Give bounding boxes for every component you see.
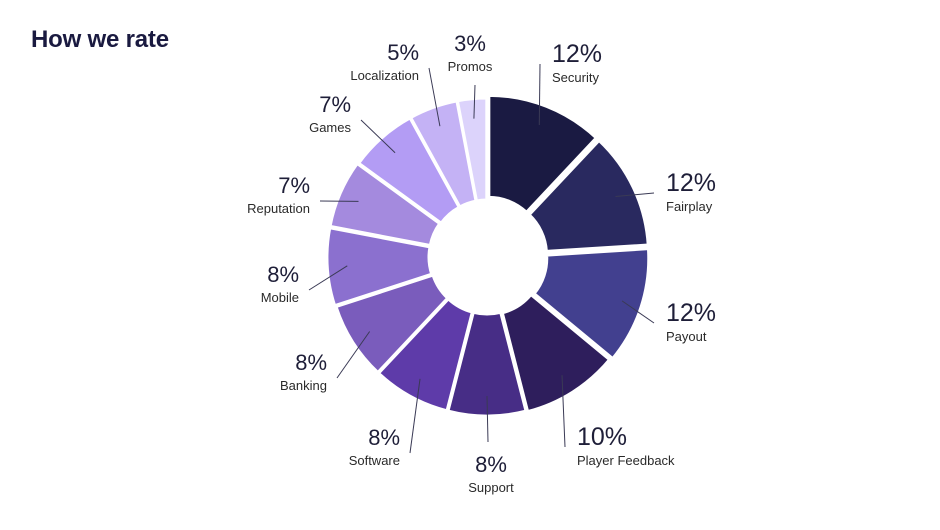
leader-line-promos [473, 84, 476, 119]
pct-label-player-feedback: 10% [577, 423, 627, 451]
labels-layer: 12% Security 12% Fairplay 12% Payout 10% Player… [247, 31, 716, 495]
category-label-games: Games [309, 120, 351, 135]
category-label-player-feedback: Player Feedback [577, 453, 675, 468]
pct-label-banking: 8% [295, 350, 327, 375]
pct-label-reputation: 7% [278, 173, 310, 198]
pct-label-support: 8% [475, 452, 507, 477]
slice-payout [532, 247, 651, 361]
leader-line-fairplay [615, 192, 655, 198]
leader-line-games [360, 119, 396, 154]
pct-label-localization: 5% [387, 40, 419, 65]
leader-line-player-feedback [561, 375, 566, 448]
pct-label-security: 12% [552, 40, 602, 68]
category-label-promos: Promos [448, 59, 493, 74]
leader-line-security [538, 63, 541, 125]
leader-line-software [409, 378, 421, 454]
slice-security [487, 93, 598, 214]
slice-promos [455, 96, 489, 203]
leader-line-support [486, 395, 489, 443]
leader-line-mobile [308, 265, 348, 291]
slice-fairplay [527, 138, 650, 253]
category-label-support: Support [468, 480, 514, 495]
category-label-banking: Banking [280, 378, 327, 393]
pct-label-mobile: 8% [267, 262, 299, 287]
page-title: How we rate [31, 26, 169, 53]
category-label-fairplay: Fairplay [666, 199, 713, 214]
pct-label-software: 8% [368, 425, 400, 450]
category-label-security: Security [552, 70, 599, 85]
slices-layer [325, 93, 651, 418]
leader-line-localization [428, 67, 441, 127]
category-label-localization: Localization [350, 68, 419, 83]
slice-player-feedback [500, 293, 612, 414]
leader-line-banking [336, 331, 371, 379]
category-label-payout: Payout [666, 329, 707, 344]
category-label-reputation: Reputation [247, 201, 310, 216]
pct-label-payout: 12% [666, 299, 716, 327]
leader-lines-layer [308, 63, 655, 454]
pct-label-fairplay: 12% [666, 169, 716, 197]
category-label-mobile: Mobile [261, 290, 299, 305]
leader-line-payout [621, 300, 655, 324]
pct-label-games: 7% [319, 92, 351, 117]
category-label-software: Software [349, 453, 400, 468]
pct-label-promos: 3% [454, 31, 486, 56]
